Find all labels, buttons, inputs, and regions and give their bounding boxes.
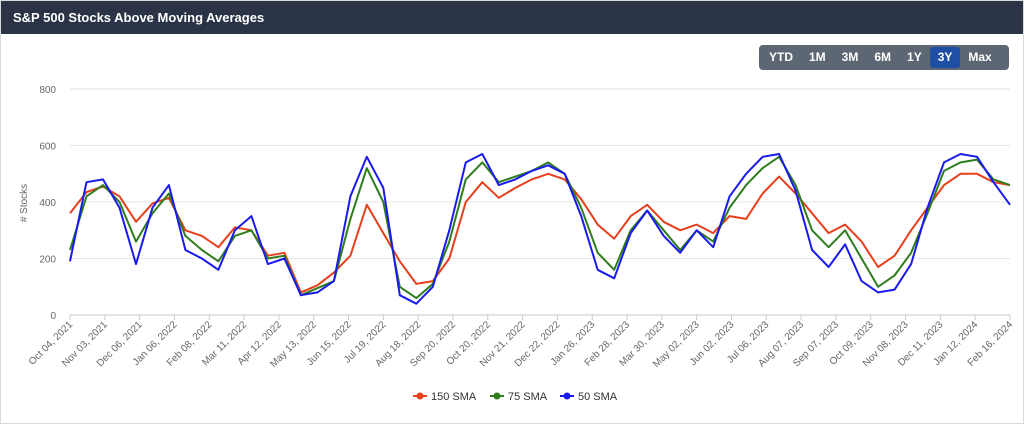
legend-label: 50 SMA — [578, 391, 618, 403]
range-button-1m[interactable]: 1M — [809, 50, 826, 64]
y-tick-label: 600 — [39, 142, 56, 153]
y-axis-title: # Stocks — [19, 184, 30, 222]
range-button-3y[interactable]: 3Y — [929, 47, 961, 68]
series-line-150-sma — [69, 172, 1011, 294]
chart-header: S&P 500 Stocks Above Moving Averages — [1, 1, 1023, 34]
legend-label: 75 SMA — [508, 391, 548, 403]
y-axis-ticks: 0 200 400 600 800 — [39, 85, 56, 322]
series-lines — [69, 153, 1011, 305]
y-tick-label: 200 — [39, 255, 56, 266]
range-button-1y[interactable]: 1Y — [907, 50, 922, 64]
range-button-max[interactable]: Max — [968, 50, 992, 64]
range-button-ytd[interactable]: YTD — [769, 50, 793, 64]
legend[interactable]: 150 SMA 75 SMA 50 SMA — [413, 391, 618, 403]
series-line-75-sma — [69, 155, 1011, 300]
legend-label: 150 SMA — [431, 391, 477, 403]
range-selector: YTD 1M 3M 6M 1Y 3Y Max — [759, 45, 1009, 70]
y-tick-label: 400 — [39, 198, 56, 209]
legend-item-150-sma[interactable]: 150 SMA — [413, 391, 477, 403]
legend-item-50-sma[interactable]: 50 SMA — [560, 391, 618, 403]
legend-marker — [416, 392, 424, 400]
range-button-6m[interactable]: 6M — [874, 50, 892, 64]
y-tick-label: 0 — [50, 311, 56, 322]
range-button-3m[interactable]: 3M — [841, 50, 859, 64]
legend-item-75-sma[interactable]: 75 SMA — [490, 391, 548, 403]
series-line-50-sma — [69, 153, 1011, 305]
y-tick-label: 800 — [39, 85, 56, 96]
legend-marker — [563, 392, 571, 400]
grid-lines — [70, 88, 1010, 316]
legend-marker — [493, 392, 501, 400]
chart-title: S&P 500 Stocks Above Moving Averages — [13, 10, 265, 25]
